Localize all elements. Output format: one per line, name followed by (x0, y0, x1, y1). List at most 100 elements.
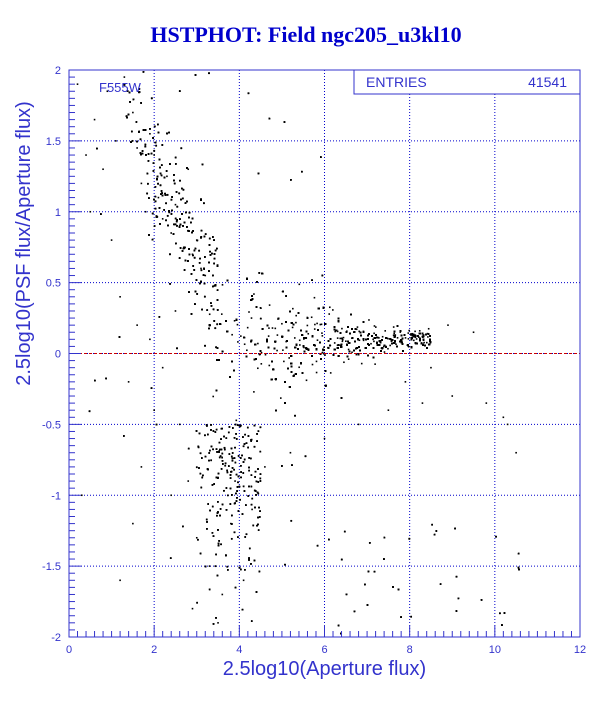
data-point (324, 354, 326, 356)
data-point (237, 341, 239, 343)
data-point (268, 364, 271, 367)
data-point (410, 333, 412, 335)
data-point (279, 397, 282, 399)
data-point (319, 323, 322, 326)
data-point (426, 332, 429, 335)
data-point (311, 363, 314, 366)
data-point (283, 360, 285, 363)
data-point (260, 363, 263, 365)
data-point (298, 283, 301, 286)
data-point (413, 334, 416, 336)
data-point (295, 321, 297, 324)
data-point (362, 339, 365, 342)
data-point (299, 344, 301, 346)
data-point (351, 351, 353, 354)
data-point (404, 337, 407, 339)
data-point (384, 330, 387, 332)
data-point (381, 335, 384, 338)
data-point (231, 333, 233, 336)
data-point (345, 340, 347, 343)
data-point (243, 343, 246, 346)
data-point (288, 357, 290, 359)
data-point (264, 353, 267, 356)
data-point (393, 332, 395, 335)
data-point (282, 349, 284, 351)
data-point (281, 322, 283, 325)
data-point (333, 342, 336, 344)
data-point (310, 316, 313, 319)
data-point (220, 313, 223, 315)
data-point (372, 338, 374, 341)
data-point (336, 344, 339, 347)
data-point (250, 317, 253, 319)
data-point (233, 319, 236, 322)
data-point (221, 284, 224, 286)
data-point (341, 340, 344, 343)
data-point (355, 328, 358, 331)
data-point (323, 346, 325, 348)
data-point (246, 326, 249, 329)
data-point (407, 338, 410, 340)
data-point (418, 330, 421, 332)
data-point (305, 379, 308, 382)
data-point (394, 334, 397, 336)
data-points (76, 71, 520, 635)
data-point (339, 337, 342, 340)
data-point (208, 313, 211, 316)
data-point (396, 337, 399, 339)
data-point (417, 336, 420, 338)
data-point (292, 307, 294, 310)
data-point (374, 326, 377, 328)
data-point (253, 293, 255, 295)
data-point (425, 341, 428, 344)
data-point (320, 323, 323, 326)
data-point (248, 311, 250, 313)
data-point (236, 323, 239, 326)
data-point (389, 344, 391, 347)
data-point (370, 342, 372, 345)
data-point (358, 339, 361, 342)
data-point (274, 327, 277, 330)
data-point (415, 338, 418, 340)
data-point (410, 334, 412, 336)
data-point (373, 325, 376, 327)
data-point (407, 332, 410, 334)
data-point (356, 326, 359, 328)
data-point (341, 327, 343, 330)
data-point (347, 348, 350, 351)
data-point (314, 323, 316, 326)
data-point (303, 338, 305, 340)
data-point (334, 330, 337, 333)
data-point (259, 306, 262, 309)
data-point (276, 334, 279, 336)
data-point (257, 367, 259, 370)
data-point (321, 332, 323, 334)
data-point (271, 327, 274, 329)
data-point (427, 327, 430, 330)
data-point (316, 322, 318, 325)
data-point (423, 341, 425, 344)
data-point (392, 326, 395, 328)
data-point (378, 337, 380, 339)
data-point (343, 361, 345, 364)
data-point (315, 360, 318, 363)
data-point (387, 347, 389, 350)
data-point (355, 353, 358, 356)
data-point (383, 351, 386, 353)
chart-title: HSTPHOT: Field ngc205_u3kl10 (150, 22, 462, 47)
data-point (360, 362, 363, 365)
data-point (257, 342, 259, 345)
data-point (321, 335, 324, 337)
data-point (388, 338, 391, 340)
data-point (246, 349, 248, 352)
data-point (268, 327, 270, 329)
data-point (329, 372, 332, 374)
data-point (332, 309, 334, 311)
data-point (413, 339, 415, 342)
data-point (347, 358, 350, 360)
data-point (306, 324, 309, 327)
data-point (253, 391, 255, 393)
data-point (358, 330, 361, 333)
